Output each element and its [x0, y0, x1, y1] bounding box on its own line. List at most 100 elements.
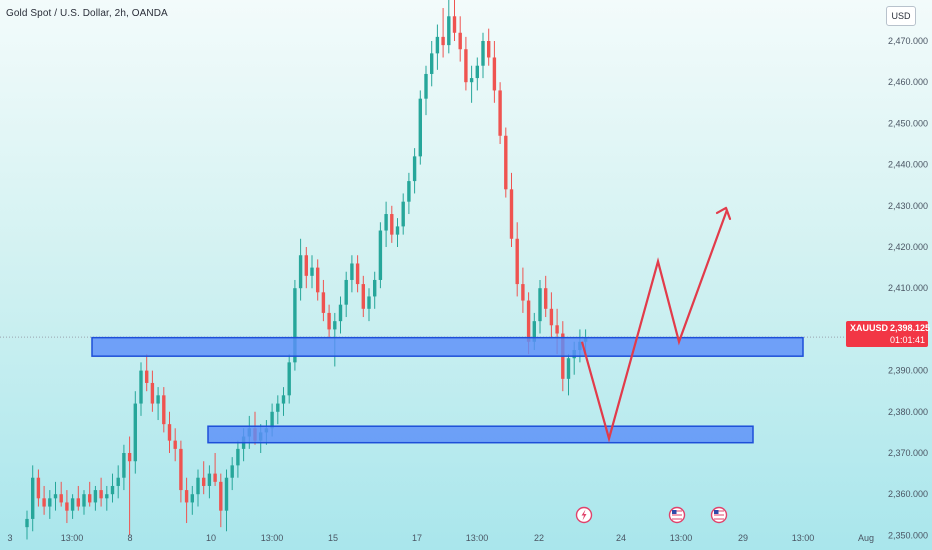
candle-body [31, 477, 35, 519]
candle-body [521, 284, 525, 301]
candle [401, 193, 405, 235]
candle-body [276, 403, 280, 412]
x-tick-label: 10 [206, 533, 216, 543]
candle-body [350, 263, 354, 280]
x-tick-label: Aug [858, 533, 874, 543]
x-tick-label: 13:00 [792, 533, 815, 543]
y-tick-label: 2,470.000 [888, 36, 928, 46]
y-tick-label: 2,410.000 [888, 283, 928, 293]
candle-body [293, 288, 297, 363]
candle-body [373, 279, 377, 297]
candle-body [59, 494, 63, 503]
candle-body [298, 255, 303, 289]
candle [65, 490, 69, 524]
candle [487, 28, 491, 66]
candle-body [310, 267, 314, 276]
candle [435, 24, 440, 70]
candle [469, 65, 474, 103]
candle-body [82, 494, 86, 507]
candle-body [412, 156, 417, 182]
candle-body [116, 477, 120, 486]
candle [566, 354, 571, 396]
candle [504, 127, 508, 198]
candle [59, 481, 63, 507]
currency-button[interactable]: USD [886, 6, 916, 26]
candle-body [407, 181, 411, 202]
current-price-tag: XAUUSD 2,398.125 01:01:41 [846, 321, 930, 347]
candle [230, 457, 234, 491]
price-tag-countdown: 01:01:41 [890, 335, 926, 345]
candle-body [538, 288, 542, 322]
candle [110, 473, 115, 503]
candle-body [344, 279, 348, 305]
candle-body [378, 230, 383, 280]
candle-body [321, 292, 326, 313]
candle-body [162, 395, 166, 425]
symbol-title: Gold Spot / U.S. Dollar, 2h, OANDA [6, 8, 168, 19]
candle [373, 271, 377, 309]
candle [298, 238, 303, 301]
candle [344, 271, 348, 318]
candle-body [549, 308, 554, 326]
candle [105, 485, 109, 511]
candle-body [110, 485, 115, 495]
us-flag-event-icon[interactable] [710, 506, 728, 524]
candle [31, 465, 35, 532]
candle-body [498, 90, 502, 136]
candle [202, 461, 206, 495]
candle-body [48, 498, 52, 507]
x-tick-label: 3 [7, 533, 12, 543]
candle-body [504, 135, 508, 190]
candle [384, 201, 388, 247]
candle-body [88, 494, 92, 503]
candle-body [42, 498, 46, 507]
candle-body [70, 498, 75, 511]
candle-body [515, 238, 519, 285]
candle [407, 172, 411, 215]
candle [515, 222, 519, 297]
candle-body [213, 473, 217, 482]
candle-body [544, 288, 548, 309]
y-tick-label: 2,390.000 [888, 366, 928, 376]
candle [150, 370, 155, 412]
candle [88, 481, 92, 507]
candle [418, 90, 422, 165]
candle [276, 395, 280, 425]
candle-body [281, 395, 286, 404]
candle [412, 148, 417, 194]
x-tick-label: 13:00 [670, 533, 693, 543]
candle-body [76, 498, 80, 507]
candle [179, 440, 183, 503]
support-zone[interactable] [91, 336, 804, 357]
candle [521, 267, 525, 313]
lightning-event-icon[interactable] [575, 506, 593, 524]
candle-body [487, 41, 491, 58]
candle [447, 0, 451, 54]
y-tick-label: 2,440.000 [888, 160, 928, 170]
candle [509, 172, 514, 247]
candle [378, 222, 383, 289]
candle-body [224, 477, 229, 511]
candle [481, 32, 485, 79]
candle [76, 485, 80, 511]
candle [127, 436, 132, 536]
candle-body [441, 36, 445, 46]
y-tick-label: 2,370.000 [888, 448, 928, 458]
candle-body [424, 73, 428, 99]
candle [53, 481, 58, 511]
us-flag-event-icon[interactable] [668, 506, 686, 524]
projection-path[interactable] [580, 209, 729, 443]
candle-body [469, 78, 474, 83]
candle-body [196, 477, 200, 495]
candle [162, 387, 166, 433]
candle [99, 477, 103, 507]
candle-body [338, 304, 343, 322]
candle [93, 485, 98, 511]
y-tick-label: 2,450.000 [888, 118, 928, 128]
support-zone[interactable] [207, 425, 754, 444]
candle [25, 510, 29, 540]
candle-body [122, 453, 126, 478]
candle-body [367, 296, 371, 309]
candle [544, 275, 548, 318]
